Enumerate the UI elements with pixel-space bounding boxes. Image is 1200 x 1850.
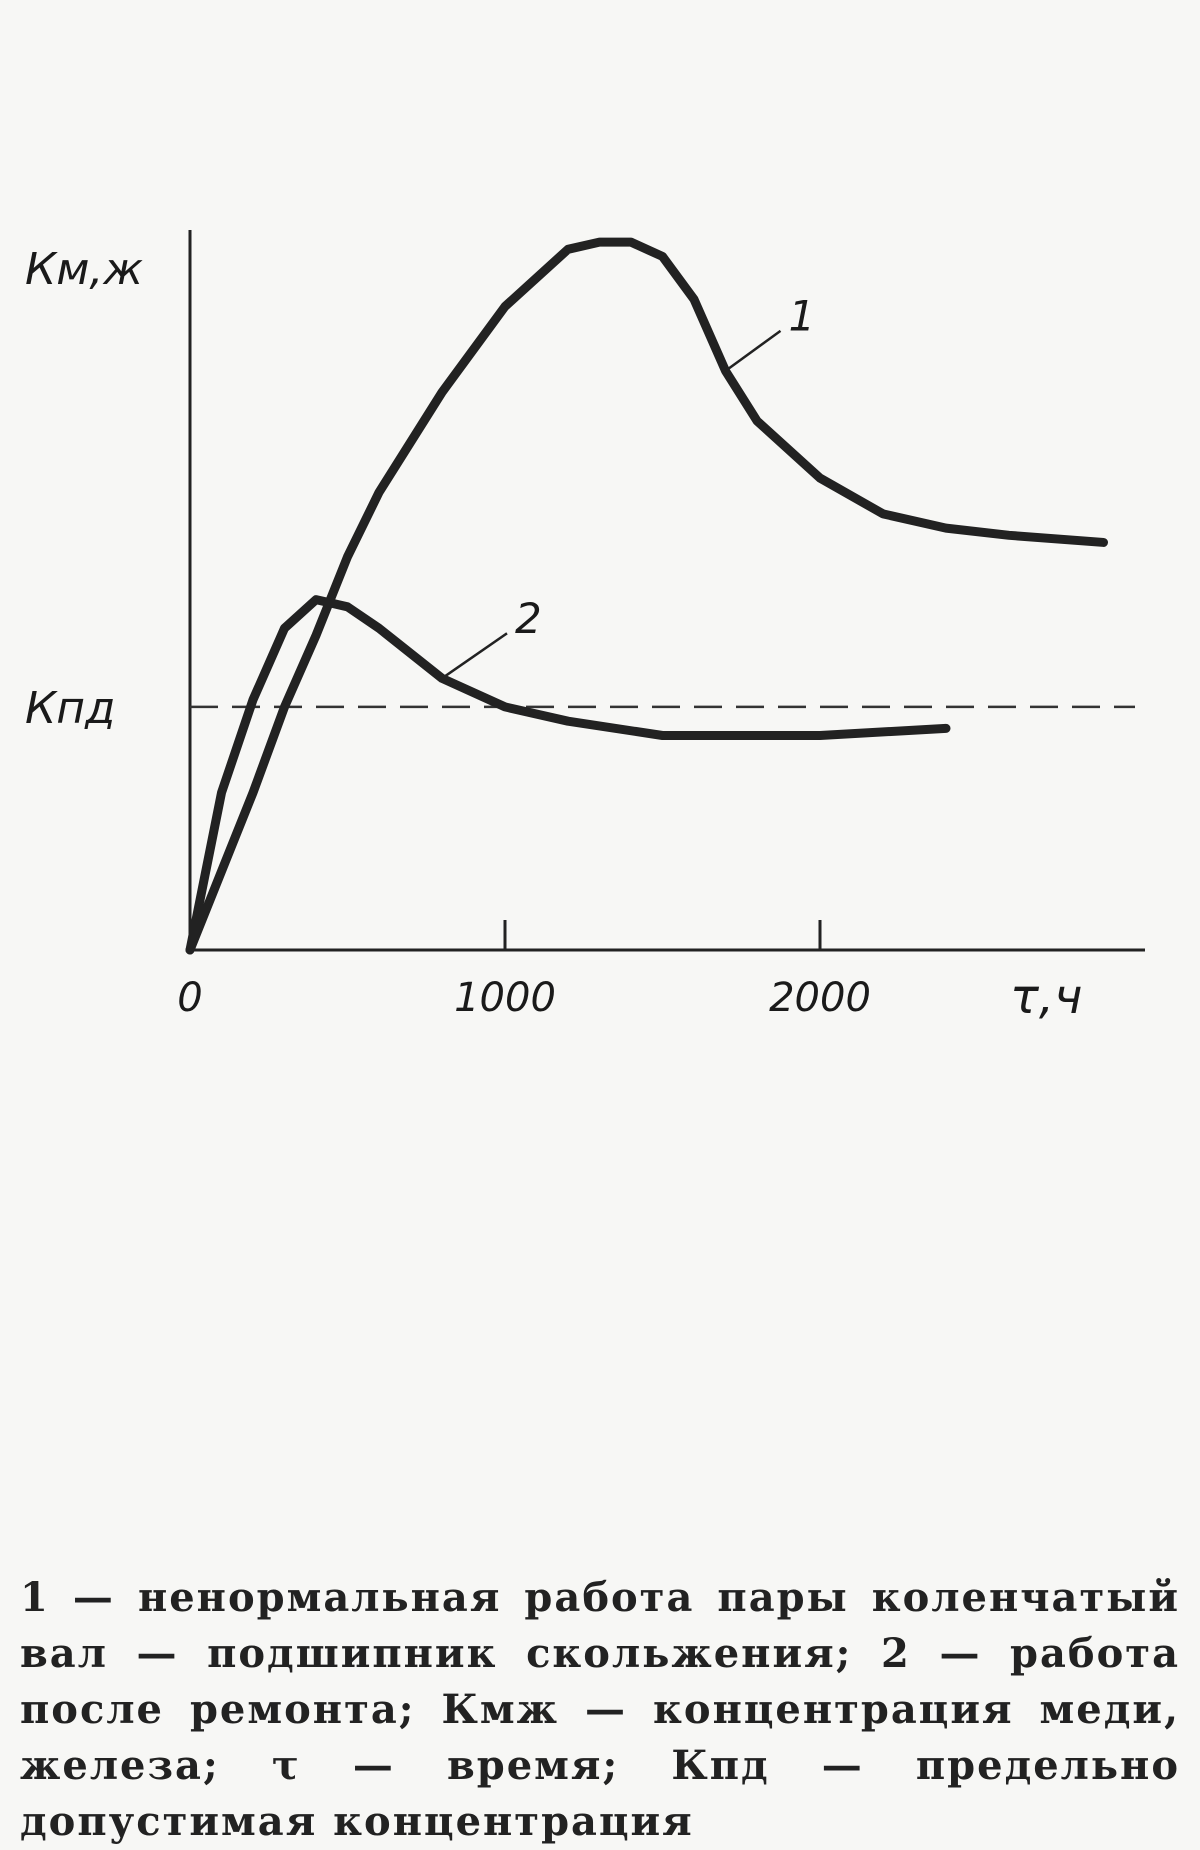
line <box>185 237 1108 955</box>
chart: Км,ж τ,ч 0 1000 2000 Кпд 1 2 <box>25 230 1145 1025</box>
series-label: 1 <box>789 291 816 340</box>
page: {"chart_data": { "type": "line", "y_labe… <box>20 230 1178 1845</box>
leader-line <box>724 329 782 372</box>
caption: 1 — ненормальная работа пары коленчатый … <box>20 1574 1180 1845</box>
leader-line <box>441 632 508 680</box>
y-tick-label: Кпд <box>25 683 115 734</box>
x-tick-label: 0 <box>177 975 202 1021</box>
y-axis-label: Км,ж <box>25 244 143 295</box>
x-tick-label: 1000 <box>454 975 556 1021</box>
x-axis-label: τ,ч <box>1010 969 1083 1025</box>
series-label: 2 <box>515 594 542 643</box>
line <box>185 595 951 955</box>
x-tick-label: 2000 <box>769 975 871 1021</box>
